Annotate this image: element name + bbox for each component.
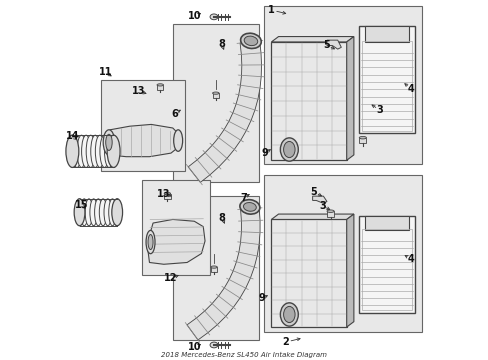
Text: 4: 4 [407, 254, 413, 264]
Ellipse shape [104, 199, 111, 226]
Polygon shape [186, 208, 260, 340]
Text: 10: 10 [188, 342, 202, 352]
Polygon shape [346, 214, 353, 327]
Polygon shape [271, 37, 353, 42]
Polygon shape [326, 40, 341, 49]
Ellipse shape [280, 303, 298, 326]
Ellipse shape [99, 199, 106, 226]
Text: 4: 4 [407, 84, 413, 94]
Polygon shape [346, 37, 353, 160]
Ellipse shape [173, 130, 182, 151]
Ellipse shape [243, 203, 256, 211]
Bar [172, 24, 258, 182]
Text: 8: 8 [219, 213, 225, 222]
Polygon shape [106, 125, 180, 157]
Text: 2: 2 [282, 337, 288, 347]
Bar [101, 80, 185, 171]
Text: 12: 12 [164, 273, 177, 283]
Ellipse shape [109, 135, 118, 167]
Ellipse shape [148, 234, 153, 249]
Bar [359, 26, 414, 134]
Bar [359, 138, 366, 143]
Ellipse shape [66, 135, 79, 167]
Ellipse shape [240, 200, 259, 214]
Ellipse shape [210, 342, 218, 348]
Ellipse shape [85, 199, 93, 226]
FancyBboxPatch shape [271, 220, 346, 327]
Ellipse shape [157, 84, 163, 86]
Ellipse shape [77, 135, 86, 167]
Ellipse shape [86, 135, 95, 167]
Ellipse shape [240, 33, 261, 49]
Bar [264, 6, 421, 164]
Text: 3: 3 [318, 201, 325, 211]
Ellipse shape [283, 306, 294, 323]
Ellipse shape [164, 193, 170, 195]
Text: 9: 9 [261, 148, 267, 158]
Ellipse shape [212, 92, 219, 94]
Bar [359, 216, 414, 313]
Ellipse shape [359, 136, 366, 139]
Ellipse shape [146, 230, 155, 254]
Ellipse shape [68, 135, 77, 167]
Text: 15: 15 [75, 200, 88, 210]
FancyBboxPatch shape [271, 42, 346, 160]
Ellipse shape [81, 135, 90, 167]
Text: 9: 9 [258, 293, 264, 303]
Text: 14: 14 [65, 131, 79, 141]
Bar [362, 229, 411, 310]
Ellipse shape [94, 199, 102, 226]
Ellipse shape [108, 199, 116, 226]
Text: 7: 7 [240, 193, 246, 203]
Polygon shape [147, 220, 204, 264]
Bar [362, 41, 411, 131]
Text: 1: 1 [267, 5, 274, 15]
Ellipse shape [91, 135, 100, 167]
Polygon shape [188, 41, 261, 183]
Ellipse shape [72, 135, 81, 167]
Text: 6: 6 [171, 109, 178, 119]
Text: 8: 8 [218, 39, 224, 49]
Bar [326, 211, 333, 217]
Bar [364, 216, 408, 230]
Ellipse shape [326, 210, 333, 212]
Text: 5: 5 [323, 40, 330, 50]
Text: 13: 13 [157, 189, 170, 199]
Ellipse shape [104, 135, 113, 167]
Ellipse shape [100, 135, 109, 167]
Bar [157, 85, 163, 90]
Polygon shape [271, 214, 353, 220]
Bar [210, 267, 217, 272]
Bar [142, 180, 210, 275]
Ellipse shape [107, 135, 120, 167]
Ellipse shape [81, 199, 88, 226]
Ellipse shape [105, 134, 112, 150]
Ellipse shape [280, 138, 298, 161]
Ellipse shape [95, 135, 104, 167]
Ellipse shape [74, 199, 85, 226]
Ellipse shape [90, 199, 97, 226]
Text: 11: 11 [99, 67, 112, 77]
Bar [164, 194, 170, 199]
Bar [364, 26, 408, 42]
Bar [172, 196, 258, 339]
Text: 13: 13 [132, 86, 145, 96]
Ellipse shape [112, 199, 122, 226]
Text: 3: 3 [376, 105, 382, 115]
Text: 10: 10 [188, 11, 202, 21]
Ellipse shape [113, 199, 121, 226]
Ellipse shape [244, 36, 257, 46]
Ellipse shape [76, 199, 83, 226]
Bar [264, 175, 421, 332]
Polygon shape [312, 196, 326, 203]
Ellipse shape [283, 141, 294, 158]
Bar [212, 93, 219, 98]
Text: 2018 Mercedes-Benz SL450 Air Intake Diagram: 2018 Mercedes-Benz SL450 Air Intake Diag… [161, 351, 327, 357]
Ellipse shape [210, 266, 217, 268]
Text: 5: 5 [310, 187, 317, 197]
Ellipse shape [103, 130, 115, 155]
Ellipse shape [210, 14, 218, 20]
